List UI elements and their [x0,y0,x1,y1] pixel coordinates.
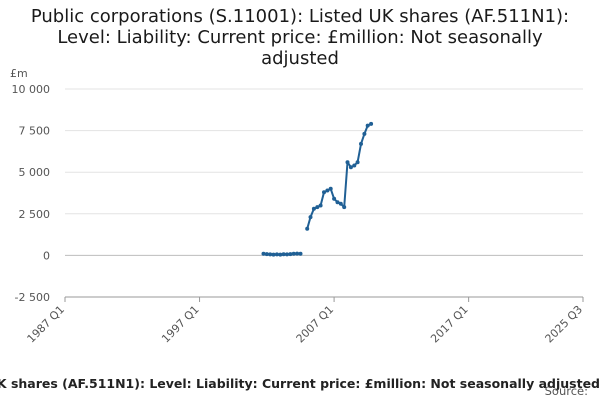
data-point[interactable] [308,215,313,220]
x-tick-label: 1987 Q1 [25,303,68,346]
data-point[interactable] [322,190,326,195]
series-layer [261,121,374,257]
data-point[interactable] [365,123,370,128]
data-point[interactable] [359,141,363,146]
data-point[interactable] [274,252,279,257]
data-point[interactable] [332,196,337,201]
legend: Public corporations (S.11001): Listed UK… [0,376,600,394]
data-point[interactable] [264,252,269,257]
data-point[interactable] [285,252,289,257]
y-tick-label: 0 [43,249,50,262]
axes [64,296,584,302]
data-point[interactable] [318,203,323,208]
y-tick-label: 10 000 [12,83,51,96]
y-tick-label: 7 500 [19,125,51,138]
data-point[interactable] [369,121,374,126]
y-axis-unit-label: £m [10,67,28,80]
data-point[interactable] [315,205,320,210]
x-tick-label: 2025 Q3 [543,303,586,346]
y-tick-label: -2 500 [15,291,50,304]
data-point[interactable] [305,226,310,231]
data-point[interactable] [281,252,286,257]
data-point[interactable] [352,163,357,168]
x-tick-label: 1997 Q1 [159,303,202,346]
chart-title: Public corporations (S.11001): Listed UK… [30,6,570,69]
data-point[interactable] [328,186,333,191]
data-point[interactable] [338,201,343,206]
data-point[interactable] [288,252,293,257]
data-point[interactable] [345,160,350,165]
x-tick-label: 2007 Q1 [294,303,337,346]
data-point[interactable] [311,206,316,211]
data-point[interactable] [271,252,276,257]
data-point[interactable] [342,205,347,210]
gridlines [65,88,583,298]
data-point[interactable] [291,251,296,256]
legend-entry: Public corporations (S.11001): Listed UK… [0,376,600,391]
x-tick-label: 2017 Q1 [428,303,471,346]
y-tick-label: 5 000 [19,166,51,179]
data-point[interactable] [295,251,300,256]
data-point[interactable] [298,251,303,256]
data-point[interactable] [362,131,367,136]
data-point[interactable] [278,252,283,257]
data-point[interactable] [355,160,360,165]
data-point[interactable] [335,200,340,205]
data-point[interactable] [325,188,330,193]
data-point[interactable] [268,252,273,257]
data-point[interactable] [261,251,266,256]
series-line [306,123,372,230]
y-tick-label: 2 500 [19,208,51,221]
data-point[interactable] [348,165,353,170]
source-label: Source: [544,384,588,398]
